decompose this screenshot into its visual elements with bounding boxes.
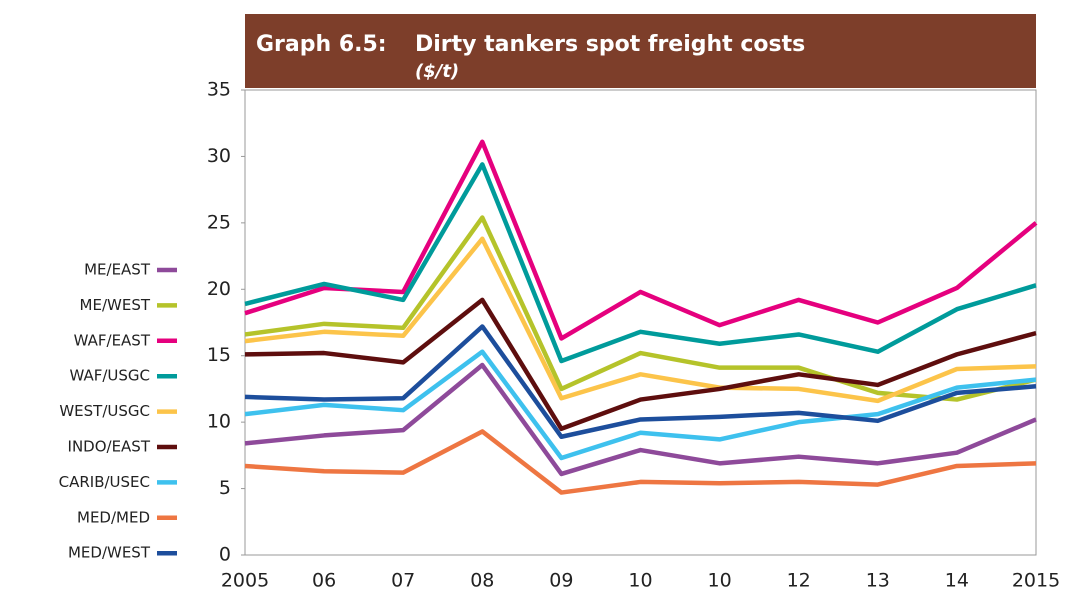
legend-label: MED/WEST [68, 544, 151, 562]
y-tick-label: 30 [207, 145, 231, 167]
series-line [244, 362, 1037, 477]
x-tick-label: 13 [866, 570, 890, 592]
legend-label: WAF/USGC [69, 367, 150, 385]
series-line [244, 429, 1037, 495]
y-tick-label: 5 [219, 477, 231, 499]
x-tick-label: 10 [708, 570, 732, 592]
y-tick-label: 0 [219, 544, 231, 566]
series-line [244, 162, 1037, 364]
y-tick-label: 15 [207, 344, 231, 366]
legend-label: MED/MED [77, 508, 150, 526]
legend-label: CARIB/USEC [59, 473, 150, 491]
x-tick-label: 06 [312, 570, 336, 592]
x-tick-label: 10 [628, 570, 652, 592]
series-line [244, 349, 1037, 461]
series-line [244, 139, 1038, 341]
y-tick-label: 35 [207, 79, 231, 101]
x-tick-label: 2015 [1012, 570, 1060, 592]
x-tick-label: 07 [391, 570, 415, 592]
series-line [244, 324, 1037, 440]
chart-label: Graph 6.5: [256, 32, 387, 57]
legend-label: INDO/EAST [68, 438, 151, 456]
y-tick-label: 10 [207, 411, 231, 433]
legend-label: ME/WEST [80, 296, 151, 314]
y-tick-label: 20 [207, 278, 231, 300]
legend-label: ME/EAST [84, 261, 151, 279]
legend-label: WAF/EAST [74, 331, 151, 349]
x-tick-label: 12 [787, 570, 811, 592]
series-line [244, 297, 1037, 432]
chart-title: Dirty tankers spot freight costs [415, 32, 805, 57]
x-tick-label: 09 [549, 570, 573, 592]
series-line [244, 236, 1037, 404]
chart-subtitle: ($/t) [415, 61, 459, 82]
legend-label: WEST/USGC [59, 402, 150, 420]
x-tick-label: 14 [945, 570, 969, 592]
y-tick-label: 25 [207, 211, 231, 233]
series-line [244, 215, 1037, 402]
x-tick-label: 2005 [221, 570, 269, 592]
title-bar [245, 14, 1036, 88]
plot-frame [244, 89, 1037, 556]
x-tick-label: 08 [470, 570, 494, 592]
